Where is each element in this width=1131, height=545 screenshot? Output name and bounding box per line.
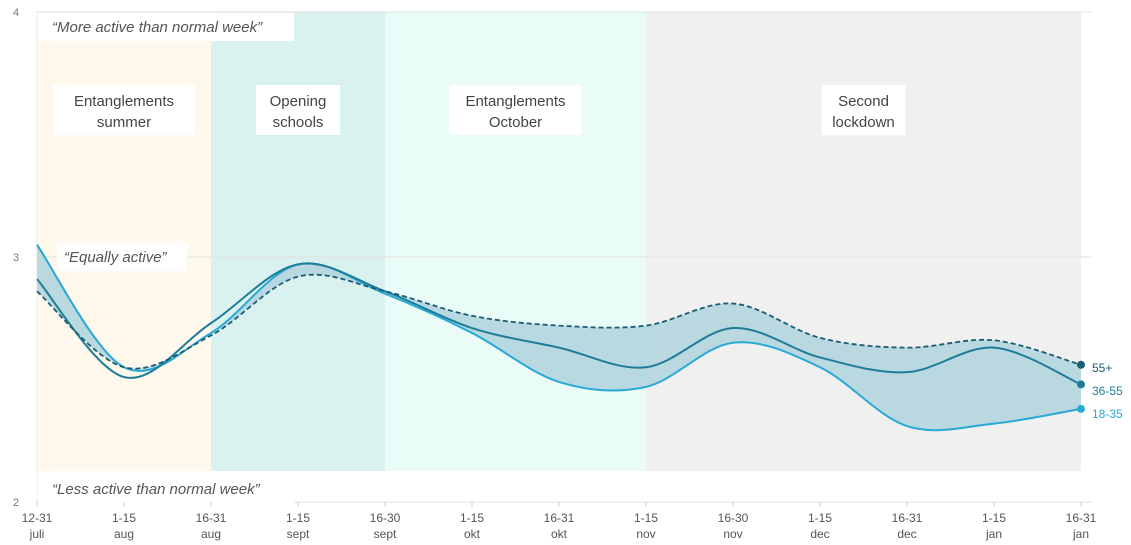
series-end-labels: 55+ 36-55 18-35 bbox=[1092, 361, 1123, 421]
x-tick: 1-15 sept bbox=[286, 502, 310, 541]
x-tick-label: aug bbox=[201, 527, 221, 541]
series-line-36-55 bbox=[36, 262, 1082, 386]
y-tick-label: 2 bbox=[13, 497, 19, 509]
period-label-line: summer bbox=[97, 114, 151, 131]
period-background-1 bbox=[37, 12, 211, 471]
x-tick-label: 1-15 bbox=[112, 511, 136, 525]
x-tick-label: 16-31 bbox=[196, 511, 227, 525]
x-tick: 16-30 sept bbox=[370, 502, 401, 541]
x-tick-label: nov bbox=[723, 527, 742, 541]
period-background-3 bbox=[385, 12, 646, 471]
period-label-box bbox=[821, 85, 906, 135]
period-label-line: Opening bbox=[270, 93, 327, 110]
range-band bbox=[37, 244, 1081, 431]
x-tick-label: sept bbox=[287, 527, 310, 541]
reference-label-middle-text: “Equally active” bbox=[64, 249, 168, 266]
period-label-4: Second lockdown bbox=[821, 85, 906, 135]
x-tick: 1-15 nov bbox=[634, 502, 658, 541]
x-tick-label: 1-15 bbox=[808, 511, 832, 525]
y-axis-ticks: 2 3 4 bbox=[13, 7, 19, 509]
x-tick-label: 1-15 bbox=[286, 511, 310, 525]
x-tick-label: 16-31 bbox=[892, 511, 923, 525]
period-label-line: schools bbox=[273, 114, 324, 131]
x-tick: 1-15 okt bbox=[460, 502, 484, 541]
reference-label-top-text: “More active than normal week” bbox=[52, 19, 263, 36]
period-label-line: lockdown bbox=[832, 114, 895, 131]
x-tick: 1-15 dec bbox=[808, 502, 832, 541]
series-line-55-plus bbox=[36, 273, 1082, 370]
x-tick: 1-15 aug bbox=[112, 502, 136, 541]
x-tick-label: 16-30 bbox=[370, 511, 401, 525]
period-label-line: Entanglements bbox=[74, 93, 174, 110]
x-tick: 12-31 juli bbox=[22, 502, 53, 541]
reference-label-bottom-text: “Less active than normal week” bbox=[52, 481, 261, 498]
range-band-area bbox=[37, 244, 1081, 431]
x-tick: 16-31 dec bbox=[892, 502, 923, 541]
end-point-36-55 bbox=[1077, 380, 1085, 389]
end-label-55-plus: 55+ bbox=[1092, 361, 1112, 375]
x-tick-label: jan bbox=[1072, 527, 1089, 541]
period-label-line: Second bbox=[838, 93, 889, 110]
reference-label-bottom: “Less active than normal week” bbox=[38, 475, 294, 503]
period-label-3: Entanglements October bbox=[449, 85, 582, 135]
reference-label-middle-box bbox=[57, 243, 187, 271]
reference-label-bottom-box bbox=[38, 475, 294, 503]
end-label-36-55: 36-55 bbox=[1092, 384, 1123, 398]
x-tick-label: juli bbox=[29, 527, 45, 541]
x-tick-label: 1-15 bbox=[634, 511, 658, 525]
x-tick: 16-30 nov bbox=[718, 502, 749, 541]
x-tick-label: 16-31 bbox=[544, 511, 575, 525]
x-tick: 16-31 jan bbox=[1066, 502, 1097, 541]
x-tick-label: aug bbox=[114, 527, 134, 541]
x-tick-label: 16-30 bbox=[718, 511, 749, 525]
x-tick-label: sept bbox=[374, 527, 397, 541]
x-tick-label: 16-31 bbox=[1066, 511, 1097, 525]
period-label-box bbox=[53, 85, 195, 135]
period-label-line: October bbox=[489, 114, 542, 131]
period-background-2 bbox=[211, 12, 385, 471]
x-tick: 1-15 jan bbox=[982, 502, 1006, 541]
y-tick-label: 3 bbox=[13, 252, 19, 264]
series-lines bbox=[36, 244, 1082, 432]
end-label-18-35: 18-35 bbox=[1092, 407, 1123, 421]
x-tick-label: dec bbox=[897, 527, 916, 541]
x-tick-label: okt bbox=[551, 527, 568, 541]
period-label-box bbox=[449, 85, 582, 135]
reference-label-top-box bbox=[38, 13, 294, 41]
x-tick-label: 1-15 bbox=[460, 511, 484, 525]
end-point-55-plus bbox=[1077, 360, 1085, 369]
x-tick-label: dec bbox=[810, 527, 829, 541]
reference-label-middle: “Equally active” bbox=[57, 243, 187, 271]
x-tick-label: 12-31 bbox=[22, 511, 53, 525]
series-end-points bbox=[1077, 360, 1085, 413]
period-label-line: Entanglements bbox=[465, 93, 565, 110]
x-tick: 16-31 aug bbox=[196, 502, 227, 541]
series-line-18-35 bbox=[36, 244, 1082, 432]
reference-label-top: “More active than normal week” bbox=[38, 13, 294, 41]
x-tick-label: nov bbox=[636, 527, 655, 541]
x-tick-label: okt bbox=[464, 527, 481, 541]
period-label-box bbox=[256, 85, 340, 135]
period-labels: Entanglements summer Opening schools Entangl… bbox=[53, 85, 906, 135]
y-tick-label: 4 bbox=[13, 7, 19, 19]
period-label-2: Opening schools bbox=[256, 85, 340, 135]
x-tick-label: 1-15 bbox=[982, 511, 1006, 525]
end-point-18-35 bbox=[1077, 404, 1085, 413]
period-label-1: Entanglements summer bbox=[53, 85, 195, 135]
x-axis-ticks: 12-31 juli 1-15 aug 16-31 aug 1-15 sept 16-30 sep… bbox=[22, 502, 1097, 541]
x-tick-label: jan bbox=[985, 527, 1002, 541]
x-tick: 16-31 okt bbox=[544, 502, 575, 541]
